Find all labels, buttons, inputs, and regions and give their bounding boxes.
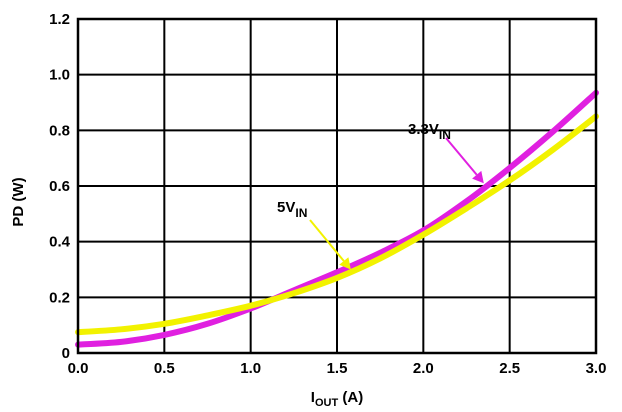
x-axis-label: IOUT (A) (311, 389, 363, 409)
x-axis-label-sub: OUT (315, 397, 339, 409)
annotation-main: 3.3V (408, 121, 439, 138)
y-tick-label: 0.2 (49, 289, 70, 306)
x-tick-label: 1.0 (240, 360, 261, 377)
x-tick-label: 0.5 (154, 360, 175, 377)
x-tick-label: 0.0 (68, 360, 89, 377)
annotation-arrow-head-5v-in (339, 257, 351, 270)
y-tick-label: 0.8 (49, 122, 70, 139)
x-tick-label: 2.5 (499, 360, 520, 377)
y-tick-labels: 0 0.2 0.4 0.6 0.8 1.0 1.2 (49, 11, 71, 362)
annotation-arrow-line-3-3v-in (445, 137, 478, 176)
x-tick-labels: 0.0 0.5 1.0 1.5 2.0 2.5 3.0 (68, 360, 607, 377)
series-line-5v-in (75, 113, 599, 336)
x-tick-label: 2.0 (413, 360, 434, 377)
annotation-sub: IN (439, 128, 451, 142)
annotation-label-3-3v-in: 3.3VIN (408, 121, 451, 142)
annotation-sub: IN (295, 206, 307, 220)
annotation-label-5v-in: 5VIN (277, 199, 307, 220)
y-tick-label: 1.2 (49, 11, 70, 28)
y-tick-label: 0.6 (49, 178, 70, 195)
series-line-3-3v-in (75, 89, 599, 348)
x-tick-label: 3.0 (586, 360, 607, 377)
x-axis-label-unit: (A) (338, 389, 363, 406)
series-layer (75, 89, 599, 348)
grid (77, 18, 597, 354)
y-tick-label: 1.0 (49, 67, 70, 84)
annotation-main: 5V (277, 199, 295, 216)
x-tick-label: 1.5 (327, 360, 348, 377)
y-tick-label: 0.4 (49, 234, 71, 251)
y-axis-label: PD (W) (10, 177, 27, 226)
plot-frame (76, 17, 598, 355)
annotation-arrow-head-3-3v-in (472, 170, 484, 184)
x-axis-label-main: I (311, 389, 315, 406)
y-tick-label: 0 (62, 345, 70, 362)
annotation-arrow-line-5v-in (309, 219, 345, 262)
